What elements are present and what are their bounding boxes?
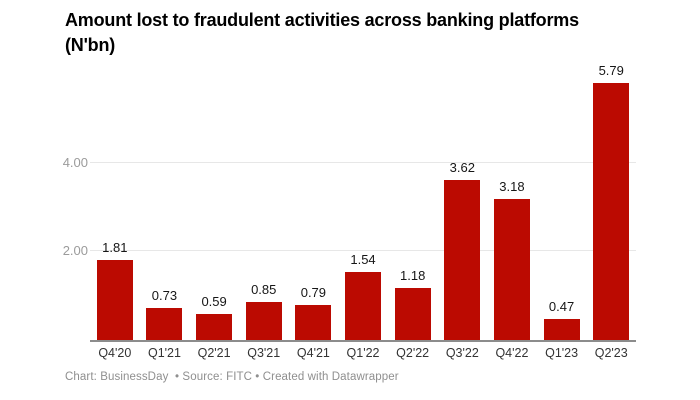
bar-slot: 0.85 — [239, 74, 289, 340]
bar-slot: 1.81 — [90, 74, 140, 340]
gridline-y-4.00 — [90, 161, 636, 163]
value-label: 0.73 — [151, 287, 178, 303]
bar-slot: 0.59 — [189, 74, 239, 340]
bar-slot: 3.62 — [437, 74, 487, 340]
bars-row: 1.81 0.73 0.59 0.85 0.79 1.54 1.18 3.62 3.18 0.47… — [90, 63, 636, 340]
x-axis-label-Q2'22: Q2'22 — [396, 346, 430, 360]
chart-title: Amount lost to fraudulent activities acr… — [65, 10, 579, 55]
x-axis-label-Q4'22: Q4'22 — [495, 346, 529, 360]
bar-slot: 1.18 — [388, 74, 438, 340]
x-axis-label-Q3'21: Q3'21 — [247, 346, 281, 360]
bar-Q3'21 — [245, 302, 282, 340]
x-axis-label-Q4'21: Q4'21 — [296, 346, 330, 360]
value-label: 0.47 — [548, 299, 575, 315]
value-label: 0.79 — [300, 284, 327, 300]
value-label: 3.62 — [449, 159, 475, 175]
bar-Q2'23 — [593, 83, 630, 340]
x-axis-label-Q1'23: Q1'23 — [545, 346, 579, 360]
value-label: 0.59 — [201, 293, 227, 309]
value-label: 1.18 — [400, 267, 426, 283]
x-axis-label-Q1'21: Q1'21 — [147, 346, 181, 360]
bar-slot: 5.79 — [586, 63, 636, 340]
gridline-y-2.00 — [90, 250, 636, 252]
value-label: 5.79 — [598, 63, 624, 79]
bar-slot: 0.73 — [140, 74, 190, 340]
y-axis-tick-label: 4.00 — [62, 154, 88, 170]
bar-Q1'23 — [543, 319, 580, 340]
bar-Q1'21 — [146, 307, 183, 340]
bar-Q2'22 — [394, 287, 431, 340]
bar-Q4'20 — [96, 259, 133, 340]
x-axis-label-Q3'22: Q3'22 — [445, 346, 479, 360]
x-axis-label-Q1'22: Q1'22 — [346, 346, 380, 360]
x-axis-label-Q4'20: Q4'20 — [98, 346, 132, 360]
attribution-footer: Chart: BusinessDay • Source: FITC • Crea… — [65, 371, 399, 383]
value-label: 3.18 — [499, 179, 525, 195]
bar-slot: 0.47 — [537, 74, 587, 340]
bar-Q2'21 — [196, 313, 233, 340]
bar-slot: 0.79 — [289, 74, 339, 340]
x-axis-label-Q2'23: Q2'23 — [594, 346, 628, 360]
value-label: 0.85 — [251, 282, 277, 298]
x-axis-line — [90, 340, 636, 342]
plot-area: 1.81 0.73 0.59 0.85 0.79 1.54 1.18 3.62 3.18 0.47… — [90, 63, 636, 340]
x-axis-label-Q2'21: Q2'21 — [197, 346, 231, 360]
bar-Q4'21 — [295, 304, 332, 340]
value-label: 1.54 — [350, 251, 376, 267]
bar-Q1'22 — [345, 271, 382, 340]
bar-slot: 1.54 — [338, 74, 388, 340]
value-label: 1.81 — [102, 239, 128, 255]
bar-Q4'22 — [493, 199, 530, 340]
bar-Q3'22 — [444, 179, 481, 340]
y-axis-tick-label: 2.00 — [62, 243, 88, 259]
bar-slot: 3.18 — [487, 74, 537, 340]
x-axis-labels: Q4'20 Q1'21 Q2'21 Q3'21 Q4'21 Q1'22 Q2'22 Q3'22… — [90, 346, 636, 360]
